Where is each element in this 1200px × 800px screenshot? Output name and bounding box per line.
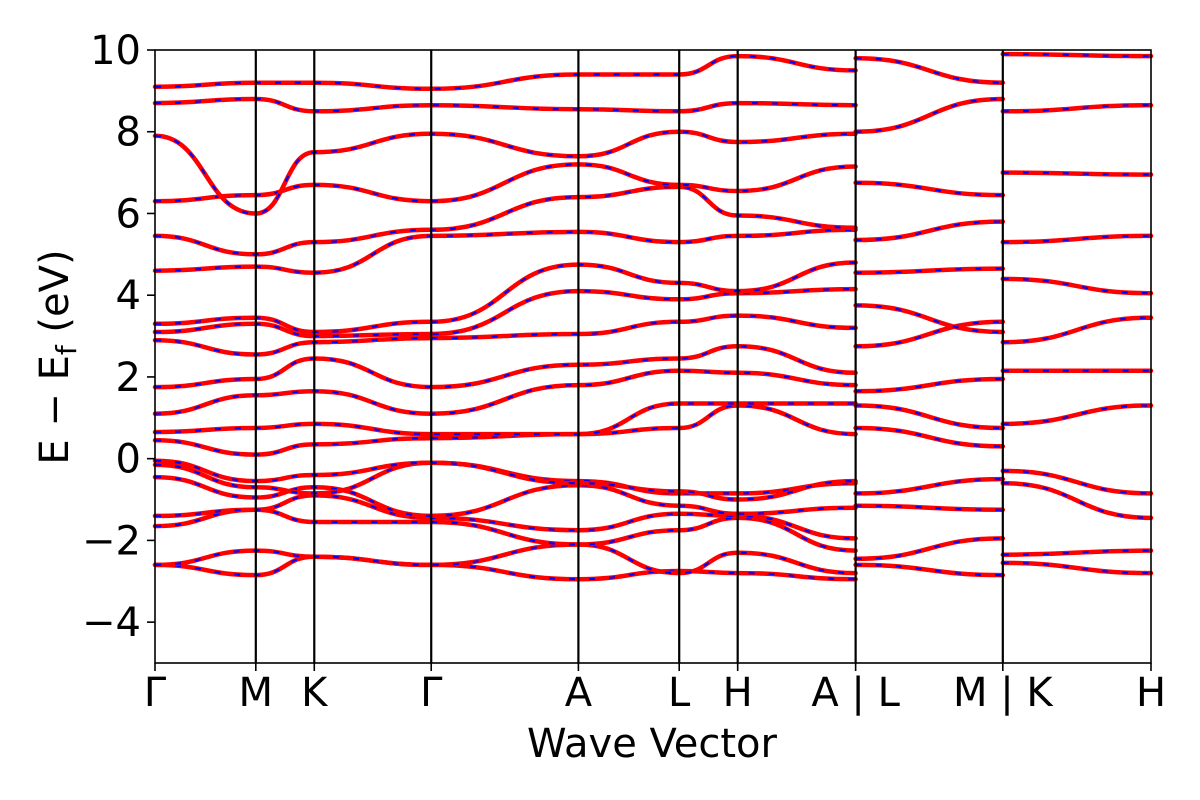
x-tick-label: A: [565, 670, 593, 716]
band-line-dashed-overlay: [855, 478, 1003, 495]
x-tick-label: K: [301, 670, 329, 716]
y-axis-label-space: [32, 333, 78, 346]
band-line: [152, 227, 858, 275]
high-symmetry-lines: [254, 50, 1004, 663]
band-line-dashed-overlay: [855, 377, 1003, 393]
band-line-dashed-overlay: [154, 288, 856, 338]
band-line-dashed-overlay: [855, 220, 1003, 242]
band-line-dashed-overlay: [855, 404, 1003, 430]
y-tick-label: 10: [90, 28, 141, 74]
x-tick-label: Γ: [144, 670, 167, 716]
band-line-dashed-overlay: [154, 130, 856, 215]
band-line-dashed-overlay: [154, 508, 856, 552]
band-line-dashed-overlay: [855, 304, 1003, 334]
y-axis-label-main: E − E: [32, 355, 78, 465]
plot-frame: [154, 49, 1152, 664]
band-line: [152, 458, 858, 502]
band-line-dashed-overlay: [855, 267, 1003, 274]
band-line-dashed-overlay: [1002, 469, 1152, 495]
band-line-dashed-overlay: [1002, 171, 1152, 176]
band-line-dashed-overlay: [1002, 549, 1152, 556]
y-tick-label: 4: [116, 273, 141, 319]
x-tick-label: M | K: [953, 670, 1054, 716]
y-tick-label: 6: [116, 191, 141, 237]
band-line-dashed-overlay: [855, 97, 1003, 133]
band-line-dashed-overlay: [1002, 277, 1152, 295]
y-axis-label: E − Ef (eV): [32, 249, 83, 464]
y-axis-ticks: −4 −2 0 2 4 6 8 10: [82, 28, 155, 646]
y-tick-label: 0: [116, 437, 141, 483]
y-axis-label-subscript: f: [50, 344, 83, 355]
band-line-dashed-overlay: [1002, 53, 1152, 58]
x-axis-label: Wave Vector: [527, 721, 778, 767]
band-line-dashed-overlay: [1002, 404, 1152, 425]
y-axis-label-unit: (eV): [32, 249, 78, 332]
x-tick-label: H: [723, 670, 753, 716]
band-line: [152, 542, 858, 576]
band-line-dashed-overlay: [855, 504, 1003, 511]
band-line-dashed-overlay: [154, 402, 856, 436]
band-line-dashed-overlay: [1002, 104, 1152, 113]
y-tick-label: 2: [116, 355, 141, 401]
band-line-dashed-overlay: [855, 426, 1003, 448]
x-tick-label: L: [668, 670, 691, 716]
band-line-dashed-overlay: [1002, 234, 1152, 244]
band-line-dashed-overlay: [154, 163, 856, 203]
band-line-dashed-overlay: [1002, 316, 1152, 344]
band-line-dashed-overlay: [1002, 561, 1152, 575]
band-line-dashed-overlay: [855, 181, 1003, 197]
y-tick-label: −2: [82, 518, 141, 564]
band-line-dashed-overlay: [1002, 482, 1152, 519]
band-line-dashed-overlay: [154, 345, 856, 389]
x-tick-label: A | L: [811, 670, 900, 716]
x-tick-label: H: [1136, 670, 1166, 716]
y-tick-label: 8: [116, 110, 141, 156]
x-tick-label: M: [239, 670, 274, 716]
x-tick-label: Γ: [420, 670, 443, 716]
band-line-dashed-overlay: [855, 57, 1003, 84]
band-line: [152, 96, 858, 114]
band-line-dashed-overlay: [154, 185, 856, 256]
band-line-dashed-overlay: [855, 563, 1003, 577]
band-line-dashed-overlay: [855, 537, 1003, 560]
y-tick-label: −4: [82, 600, 141, 646]
band-line-dashed-overlay: [855, 320, 1003, 348]
band-line: [152, 474, 858, 519]
